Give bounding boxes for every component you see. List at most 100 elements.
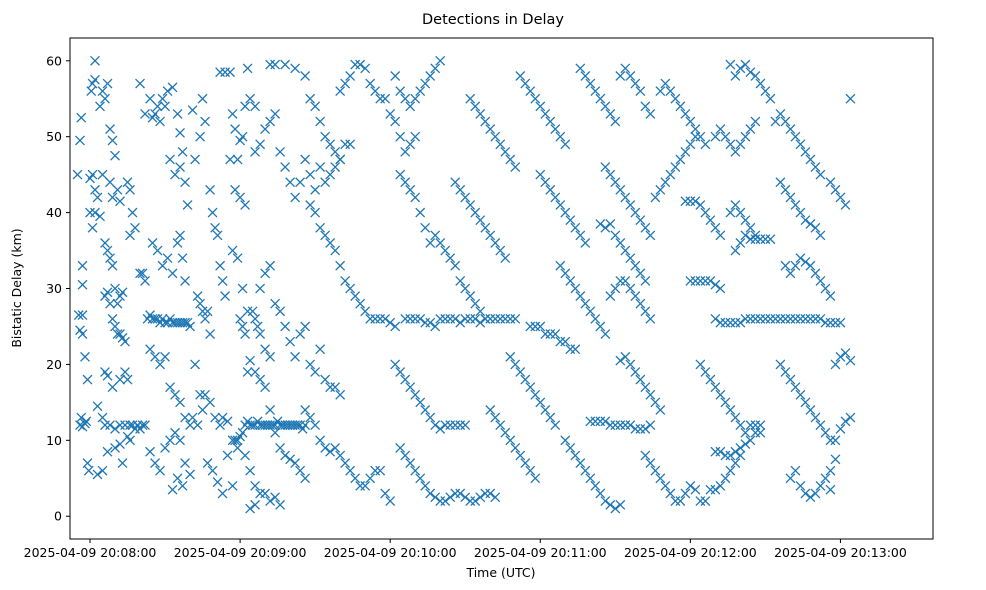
data-point <box>800 215 811 226</box>
data-point <box>275 442 286 453</box>
data-point <box>125 230 135 241</box>
data-point <box>670 162 681 172</box>
data-point <box>690 124 701 135</box>
data-point <box>73 310 84 320</box>
data-point <box>845 93 856 104</box>
data-point <box>420 78 431 89</box>
data-point <box>725 405 736 415</box>
data-point <box>720 473 731 484</box>
data-point <box>790 382 801 393</box>
data-point <box>460 192 471 203</box>
data-point <box>225 154 236 165</box>
data-point <box>425 488 436 499</box>
data-point <box>640 424 651 434</box>
x-tick-label: 2025-04-09 20:12:00 <box>624 545 757 560</box>
data-point <box>175 435 185 446</box>
data-point <box>400 374 411 385</box>
data-point <box>660 480 671 491</box>
data-point <box>237 321 248 332</box>
data-point <box>600 416 611 427</box>
data-point <box>530 93 541 104</box>
data-point <box>97 465 108 476</box>
data-point <box>232 435 243 446</box>
data-point <box>177 146 188 157</box>
data-point <box>695 200 706 210</box>
data-point <box>630 78 641 89</box>
data-points <box>72 55 856 514</box>
data-point <box>207 465 218 476</box>
data-point <box>675 101 686 112</box>
data-point <box>445 492 456 503</box>
data-point <box>260 344 271 355</box>
data-point <box>102 245 113 256</box>
data-point <box>685 139 696 150</box>
data-point <box>785 268 796 279</box>
data-point <box>315 222 326 233</box>
data-point <box>695 131 706 142</box>
data-point <box>815 313 826 324</box>
data-point <box>730 71 741 81</box>
data-point <box>320 177 331 188</box>
data-point <box>600 101 611 112</box>
data-point <box>625 359 636 370</box>
data-point <box>635 268 646 279</box>
data-point <box>700 367 711 377</box>
data-point <box>440 496 451 506</box>
data-point <box>610 283 621 294</box>
data-point <box>795 207 806 218</box>
data-point <box>162 253 173 264</box>
data-point <box>515 71 526 81</box>
data-point <box>715 446 726 457</box>
data-point <box>475 215 486 226</box>
data-point <box>600 222 611 233</box>
data-point <box>140 275 150 286</box>
data-point <box>222 450 233 461</box>
data-point <box>227 108 238 119</box>
data-point <box>485 405 496 415</box>
data-point <box>575 63 586 74</box>
data-point <box>460 420 471 431</box>
data-point <box>110 424 120 434</box>
data-point <box>200 313 210 324</box>
data-point <box>725 465 736 476</box>
data-point <box>475 306 486 317</box>
x-tick-label: 2025-04-09 20:10:00 <box>324 545 457 560</box>
data-point <box>530 473 541 484</box>
data-point <box>115 291 125 302</box>
data-point <box>325 446 336 457</box>
data-point <box>605 499 616 510</box>
data-point <box>845 412 856 423</box>
data-point <box>625 420 636 431</box>
data-point <box>295 465 306 476</box>
data-point <box>580 465 591 476</box>
data-point <box>730 245 741 256</box>
data-point <box>570 344 581 355</box>
data-point <box>820 427 831 438</box>
data-point <box>102 370 113 381</box>
data-point <box>210 412 221 423</box>
data-point <box>795 253 806 264</box>
data-point <box>82 458 93 469</box>
data-point <box>610 116 621 127</box>
data-point <box>800 146 811 157</box>
data-point <box>820 283 831 294</box>
data-point <box>120 367 130 377</box>
data-point <box>110 442 120 453</box>
data-point <box>325 169 336 180</box>
data-point <box>670 93 681 104</box>
data-point <box>237 131 248 142</box>
data-point <box>172 238 183 248</box>
data-point <box>177 480 188 491</box>
data-point <box>565 215 576 226</box>
data-point <box>785 473 796 484</box>
data-point <box>550 192 561 203</box>
data-point <box>297 424 308 434</box>
data-point <box>745 124 756 135</box>
data-point <box>160 101 170 112</box>
data-point <box>620 245 631 256</box>
data-point <box>595 488 606 499</box>
data-point <box>90 55 100 66</box>
data-point <box>85 173 95 184</box>
data-point <box>495 420 506 431</box>
